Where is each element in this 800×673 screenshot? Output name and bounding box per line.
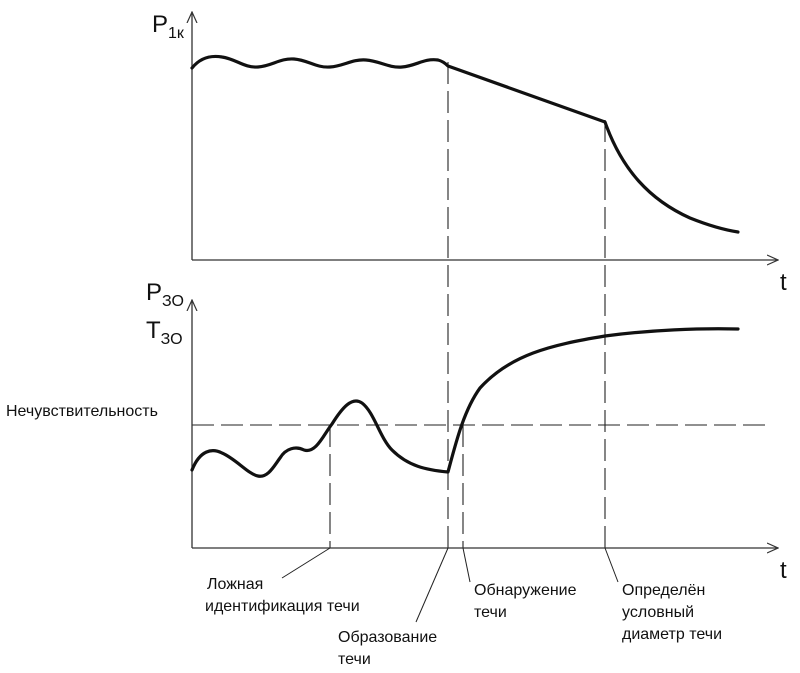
bottom-y-axis-label-pressure: PЗО <box>146 279 184 310</box>
leak-formation-label: Образование течи <box>338 629 442 668</box>
false-identification-label: Ложная идентификация течи <box>205 576 360 615</box>
signal-curve-bottom <box>190 327 740 478</box>
top-x-axis-label: t <box>780 269 787 296</box>
leak-detection-label: Обнаружение течи <box>474 582 581 621</box>
bottom-x-axis-label: t <box>780 557 787 584</box>
top-y-axis-label: P1к <box>152 11 185 42</box>
insensitivity-label: Нечувствительность <box>6 403 158 420</box>
leader-false-id <box>281 547 331 579</box>
leader-diameter <box>604 547 619 583</box>
bottom-y-axis-label-temperature: TЗО <box>146 317 183 348</box>
diameter-determined-label: Определён условный диаметр течи <box>622 582 722 643</box>
pressure-curve-top <box>190 54 740 234</box>
leader-formation <box>415 547 449 623</box>
leader-detection <box>462 547 471 583</box>
